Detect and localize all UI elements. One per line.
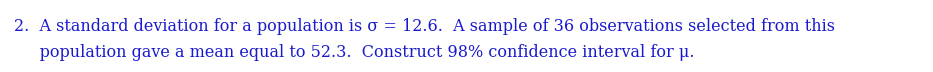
Text: 2.  A standard deviation for a population is σ = 12.6.  A sample of 36 observati: 2. A standard deviation for a population… bbox=[14, 18, 835, 35]
Text: population gave a mean equal to 52.3.  Construct 98% confidence interval for μ.: population gave a mean equal to 52.3. Co… bbox=[14, 44, 694, 61]
